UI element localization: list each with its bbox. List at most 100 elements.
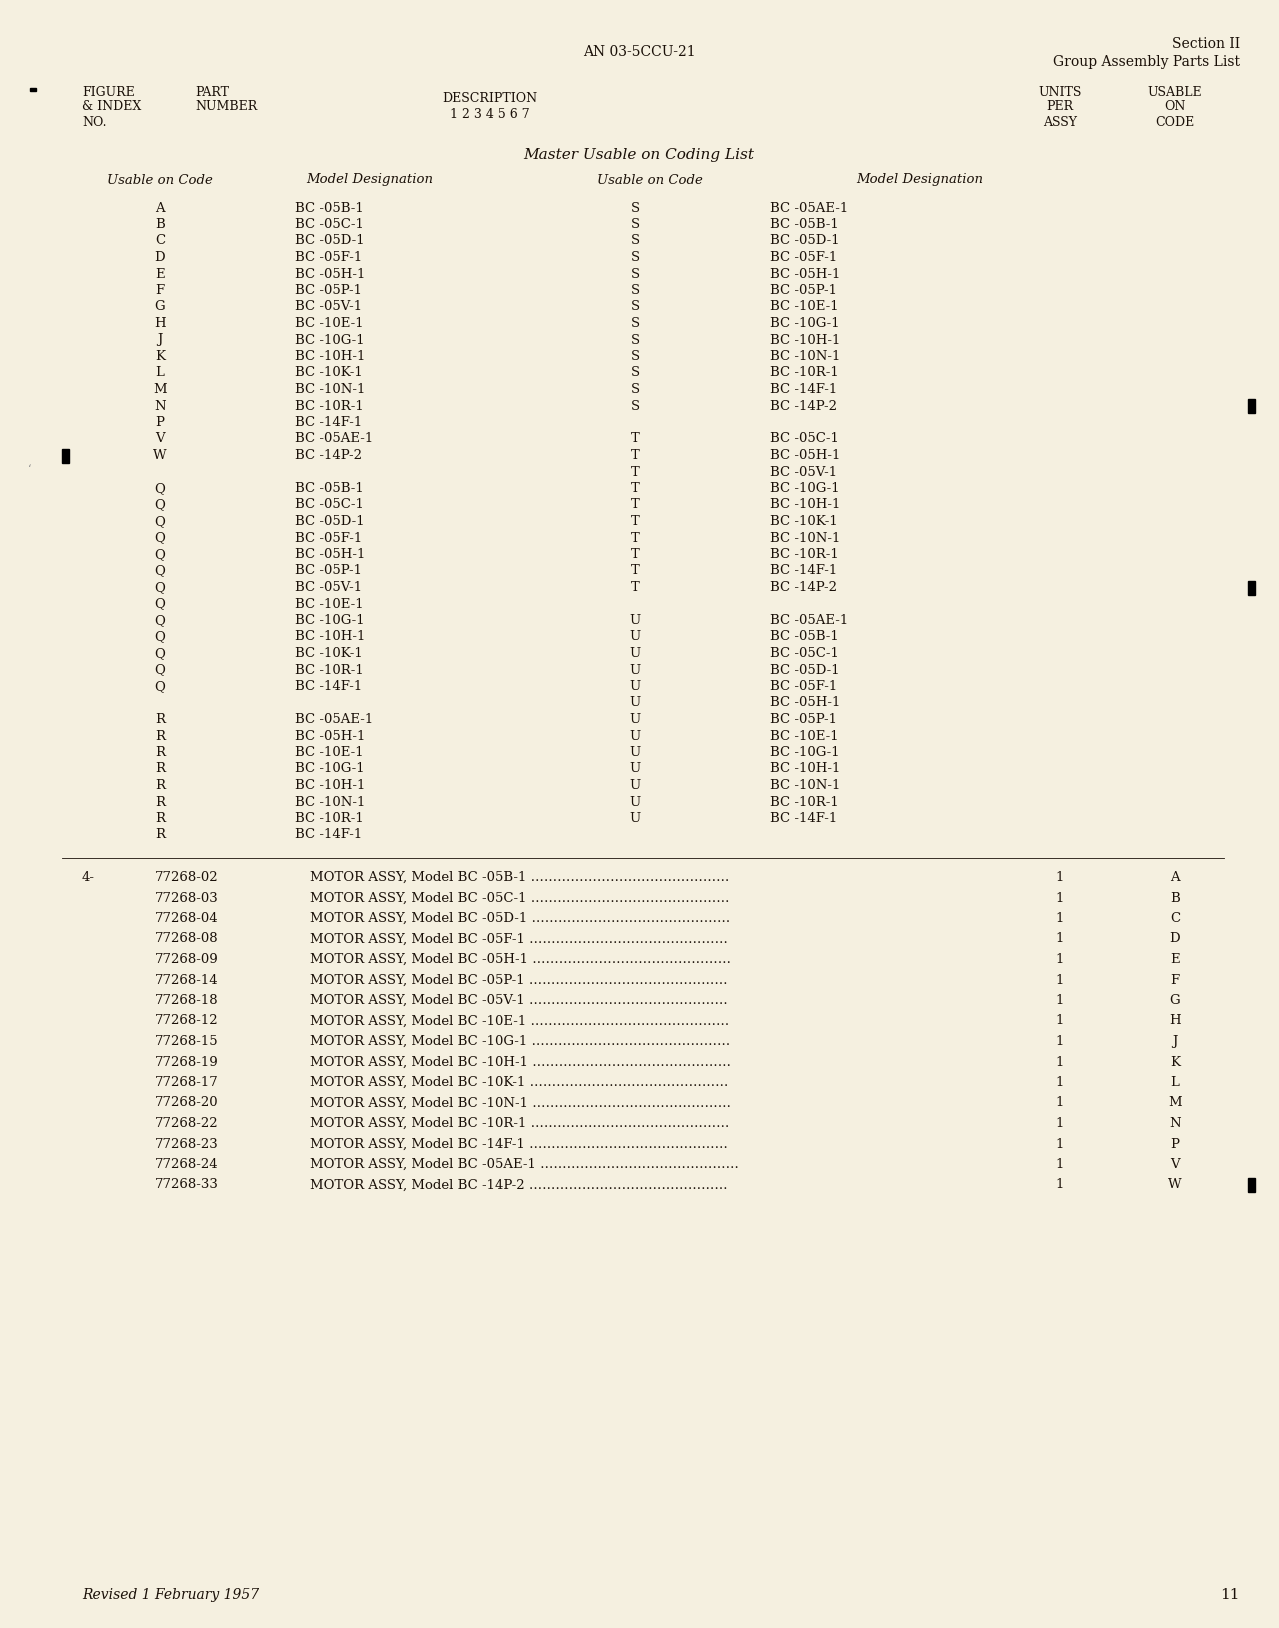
Text: R: R (155, 829, 165, 842)
Text: CODE: CODE (1155, 116, 1195, 129)
Text: S: S (631, 202, 640, 215)
Text: 4-: 4- (82, 871, 95, 884)
Text: 1: 1 (1055, 1035, 1064, 1048)
Text: BC -05B-1: BC -05B-1 (295, 482, 363, 495)
Text: Model Designation: Model Designation (307, 174, 434, 187)
Text: Usable on Code: Usable on Code (107, 174, 212, 187)
Text: MOTOR ASSY, Model BC -10E-1 ………………………………………: MOTOR ASSY, Model BC -10E-1 ………………………………… (310, 1014, 729, 1027)
Text: E: E (1170, 952, 1179, 965)
Text: F: F (1170, 974, 1179, 987)
Text: 77268-03: 77268-03 (155, 892, 219, 905)
Text: T: T (631, 565, 640, 578)
Text: BC -05V-1: BC -05V-1 (770, 466, 838, 479)
Text: BC -05H-1: BC -05H-1 (295, 267, 366, 280)
Text: 77268-15: 77268-15 (155, 1035, 219, 1048)
Text: L: L (1170, 1076, 1179, 1089)
Text: BC -10E-1: BC -10E-1 (295, 597, 363, 610)
Text: 77268-19: 77268-19 (155, 1055, 219, 1068)
Text: 1: 1 (1055, 1158, 1064, 1171)
Text: U: U (629, 796, 641, 809)
Text: MOTOR ASSY, Model BC -05AE-1 ………………………………………: MOTOR ASSY, Model BC -05AE-1 ……………………………… (310, 1158, 739, 1171)
Text: BC -10R-1: BC -10R-1 (770, 549, 839, 562)
Text: S: S (631, 251, 640, 264)
Text: T: T (631, 498, 640, 511)
Text: Q: Q (155, 614, 165, 627)
Text: 1: 1 (1055, 1076, 1064, 1089)
Bar (1248, 581, 1255, 594)
Text: BC -10R-1: BC -10R-1 (295, 399, 363, 412)
Text: BC -05H-1: BC -05H-1 (770, 449, 840, 462)
Text: L: L (156, 366, 165, 379)
Text: & INDEX: & INDEX (82, 101, 141, 114)
Text: BC -05B-1: BC -05B-1 (770, 630, 839, 643)
Text: BC -05D-1: BC -05D-1 (295, 514, 365, 527)
Text: S: S (631, 218, 640, 231)
Text: 1: 1 (1055, 871, 1064, 884)
Text: BC -10K-1: BC -10K-1 (295, 646, 363, 659)
Text: U: U (629, 780, 641, 791)
Text: BC -05F-1: BC -05F-1 (295, 251, 362, 264)
Text: BC -14F-1: BC -14F-1 (770, 812, 838, 825)
Text: MOTOR ASSY, Model BC -05F-1 ………………………………………: MOTOR ASSY, Model BC -05F-1 ………………………………… (310, 933, 728, 946)
Text: U: U (629, 646, 641, 659)
Text: T: T (631, 482, 640, 495)
Text: BC -10E-1: BC -10E-1 (295, 746, 363, 759)
Text: S: S (631, 234, 640, 247)
Text: U: U (629, 697, 641, 710)
Text: 1: 1 (1055, 1014, 1064, 1027)
Text: 1: 1 (1055, 933, 1064, 946)
Text: BC -05H-1: BC -05H-1 (295, 549, 366, 562)
Text: B: B (1170, 892, 1179, 905)
Text: S: S (631, 399, 640, 412)
Text: MOTOR ASSY, Model BC -10R-1 ………………………………………: MOTOR ASSY, Model BC -10R-1 ………………………………… (310, 1117, 729, 1130)
Text: BC -10N-1: BC -10N-1 (770, 531, 840, 544)
Text: S: S (631, 283, 640, 296)
Text: BC -05C-1: BC -05C-1 (295, 218, 363, 231)
Text: T: T (631, 466, 640, 479)
Text: BC -05AE-1: BC -05AE-1 (295, 713, 373, 726)
Text: MOTOR ASSY, Model BC -10G-1 ………………………………………: MOTOR ASSY, Model BC -10G-1 ………………………………… (310, 1035, 730, 1048)
Text: Q: Q (155, 664, 165, 677)
Text: B: B (155, 218, 165, 231)
Text: 1: 1 (1055, 974, 1064, 987)
Text: FIGURE: FIGURE (82, 86, 134, 99)
Text: T: T (631, 549, 640, 562)
Text: MOTOR ASSY, Model BC -05V-1 ………………………………………: MOTOR ASSY, Model BC -05V-1 ………………………………… (310, 995, 728, 1008)
Text: Q: Q (155, 581, 165, 594)
Text: 77268-17: 77268-17 (155, 1076, 219, 1089)
Text: U: U (629, 664, 641, 677)
Text: 1: 1 (1055, 995, 1064, 1008)
Text: MOTOR ASSY, Model BC -05B-1 ………………………………………: MOTOR ASSY, Model BC -05B-1 ………………………………… (310, 871, 729, 884)
Text: J: J (1173, 1035, 1178, 1048)
Bar (29, 88, 36, 91)
Text: P: P (156, 417, 165, 430)
Text: 1: 1 (1055, 1055, 1064, 1068)
Text: 1: 1 (1055, 1117, 1064, 1130)
Text: MOTOR ASSY, Model BC -05H-1 ………………………………………: MOTOR ASSY, Model BC -05H-1 ………………………………… (310, 952, 732, 965)
Text: S: S (631, 317, 640, 330)
Text: 77268-02: 77268-02 (155, 871, 219, 884)
Text: 77268-33: 77268-33 (155, 1179, 219, 1192)
Text: ‘: ‘ (28, 466, 32, 475)
Text: Q: Q (155, 531, 165, 544)
Text: BC -10R-1: BC -10R-1 (295, 664, 363, 677)
Text: 77268-04: 77268-04 (155, 912, 219, 925)
Text: BC -10N-1: BC -10N-1 (770, 780, 840, 791)
Text: H: H (1169, 1014, 1181, 1027)
Text: UNITS: UNITS (1039, 86, 1082, 99)
Text: BC -14P-2: BC -14P-2 (770, 581, 836, 594)
Text: BC -05AE-1: BC -05AE-1 (770, 202, 848, 215)
Text: 77268-08: 77268-08 (155, 933, 219, 946)
Text: BC -05H-1: BC -05H-1 (770, 267, 840, 280)
Text: MOTOR ASSY, Model BC -10N-1 ………………………………………: MOTOR ASSY, Model BC -10N-1 ………………………………… (310, 1097, 732, 1110)
Text: D: D (1170, 933, 1181, 946)
Text: 1: 1 (1055, 892, 1064, 905)
Text: 77268-22: 77268-22 (155, 1117, 219, 1130)
Text: BC -10N-1: BC -10N-1 (295, 796, 366, 809)
Text: BC -10H-1: BC -10H-1 (295, 350, 366, 363)
Text: BC -10R-1: BC -10R-1 (295, 812, 363, 825)
Text: K: K (1170, 1055, 1181, 1068)
Text: BC -10G-1: BC -10G-1 (770, 482, 839, 495)
Text: BC -05H-1: BC -05H-1 (295, 729, 366, 742)
Bar (1248, 399, 1255, 414)
